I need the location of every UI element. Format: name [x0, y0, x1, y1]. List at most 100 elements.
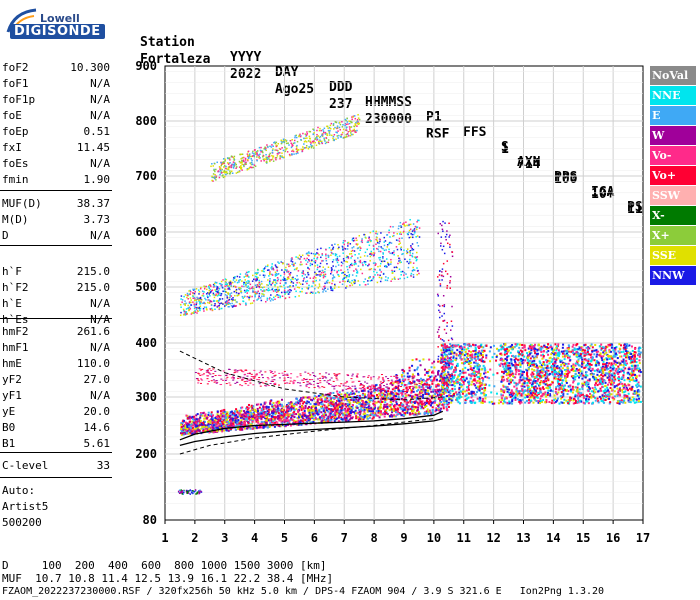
echo-point — [207, 285, 210, 288]
echo-point — [361, 238, 363, 240]
echo-point — [443, 387, 446, 390]
echo-point — [417, 219, 419, 222]
echo-point — [367, 241, 370, 243]
echo-point — [196, 425, 199, 428]
echo-point — [409, 254, 411, 257]
echo-point — [287, 413, 290, 416]
param-value: 14.6 — [83, 421, 111, 434]
echo-point — [435, 378, 438, 381]
echo-point — [228, 165, 231, 168]
echo-point — [212, 419, 215, 422]
echo-point — [430, 395, 433, 398]
echo-point — [392, 408, 395, 411]
echo-point — [324, 414, 327, 417]
echo-point — [310, 260, 313, 262]
echo-point — [189, 290, 192, 293]
echo-point — [275, 141, 278, 144]
echo-point — [356, 247, 359, 250]
echo-point — [377, 407, 380, 410]
echo-point — [221, 430, 224, 433]
echo-point — [383, 249, 386, 252]
echo-point — [260, 412, 263, 415]
echo-point — [358, 403, 361, 406]
echo-point — [228, 416, 231, 419]
echo-point — [374, 264, 377, 267]
echo-point — [246, 271, 249, 274]
echo-point — [206, 295, 209, 297]
echo-point — [424, 392, 427, 395]
echo-point — [216, 423, 219, 426]
echo-point — [219, 298, 221, 300]
echo-point — [333, 276, 335, 278]
echo-point — [209, 300, 212, 302]
echo-point — [228, 296, 230, 299]
echo-point — [230, 422, 233, 425]
echo-point — [409, 382, 412, 384]
echo-point — [205, 293, 208, 295]
echo-point — [191, 415, 194, 418]
echo-point — [359, 384, 362, 386]
echo-point — [213, 426, 216, 429]
echo-point — [239, 153, 241, 156]
echo-point — [181, 422, 184, 425]
echo-point — [323, 273, 325, 276]
echo-point — [433, 379, 436, 382]
echo-point — [397, 404, 400, 407]
echo-point — [393, 250, 395, 252]
echo-point — [327, 266, 330, 268]
echo-point — [188, 309, 190, 311]
echo-point — [228, 281, 231, 284]
echo-point — [221, 298, 224, 300]
x-tick-label: 4 — [251, 531, 258, 545]
echo-point — [231, 417, 234, 420]
echo-point — [321, 133, 324, 135]
hdr-axn-value: 714 — [517, 157, 541, 172]
param-label: yE — [2, 405, 16, 418]
echo-point — [336, 390, 339, 393]
echo-point — [338, 413, 341, 416]
param-separator — [0, 190, 112, 191]
echo-point — [323, 413, 326, 416]
echo-point — [372, 245, 375, 247]
echo-point — [283, 276, 285, 279]
echo-point — [335, 411, 338, 414]
echo-point — [301, 417, 304, 420]
echo-point — [347, 256, 349, 258]
echo-point — [351, 385, 354, 387]
echo-point — [363, 280, 365, 283]
echo-point — [354, 392, 357, 395]
echo-point — [328, 131, 331, 133]
echo-point — [360, 390, 363, 393]
echo-point — [267, 385, 270, 387]
echo-point — [369, 280, 372, 282]
echo-point — [425, 393, 428, 396]
echo-point — [342, 278, 344, 281]
echo-point — [380, 260, 383, 263]
echo-point — [321, 260, 323, 262]
echo-point — [426, 386, 429, 389]
echo-point — [350, 398, 353, 401]
echo-point — [345, 134, 347, 136]
echo-point — [334, 404, 337, 407]
echo-point — [336, 271, 338, 274]
echo-point — [212, 417, 215, 420]
echo-point — [325, 405, 328, 408]
echo-point — [290, 416, 293, 419]
echo-point — [316, 256, 319, 259]
echo-point — [275, 420, 278, 423]
echo-point — [300, 397, 303, 400]
echo-point — [323, 420, 326, 423]
echo-point — [206, 309, 208, 311]
echo-point — [406, 232, 409, 235]
echo-point — [201, 290, 204, 292]
y-tick-label: 500 — [135, 280, 157, 294]
echo-point — [245, 271, 248, 274]
echo-point — [217, 300, 220, 302]
echo-point — [366, 255, 369, 257]
echo-point — [412, 268, 415, 271]
echo-point — [435, 409, 438, 412]
echo-point — [348, 400, 351, 403]
echo-point — [285, 408, 288, 411]
echo-point — [206, 427, 209, 430]
echo-point — [412, 233, 415, 236]
